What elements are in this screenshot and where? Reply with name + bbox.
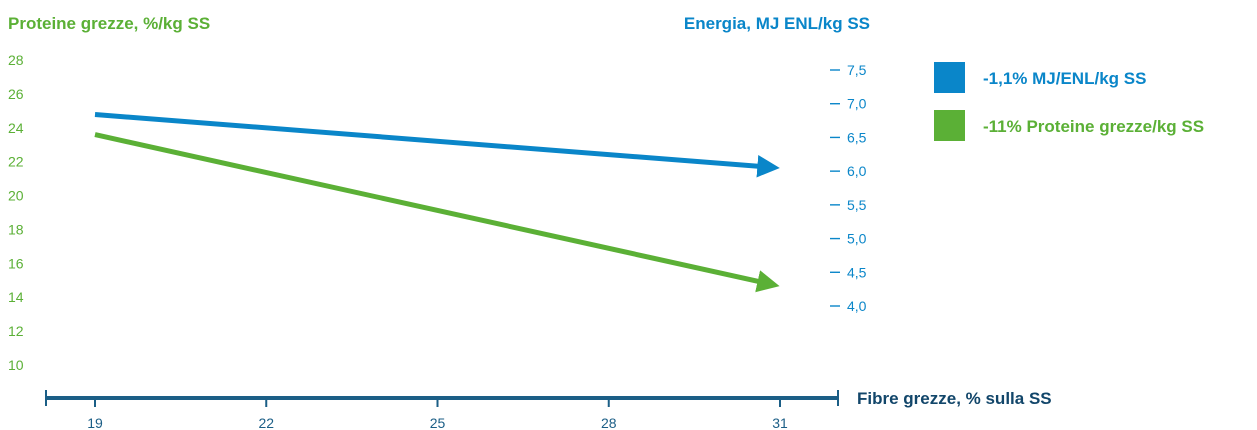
x-tick-label: 28: [601, 415, 617, 430]
series-line-energy: [94, 112, 780, 178]
legend-label-energy: -1,1% MJ/ENL/kg SS: [983, 69, 1146, 88]
left-tick-label: 28: [8, 52, 24, 68]
x-tick-label: 25: [430, 415, 446, 430]
x-tick-label: 31: [772, 415, 788, 430]
right-tick-label: 5,5: [847, 197, 867, 213]
right-tick-label: 7,0: [847, 96, 867, 112]
right-axis-ticks: 4,0 4,5 5,0 5,5 6,0 6,5 7,0 7,5: [847, 62, 867, 314]
x-axis-ticks: 19 22 25 28 31: [87, 398, 788, 430]
left-tick-label: 24: [8, 120, 24, 136]
x-tick-label: 22: [258, 415, 274, 430]
right-tick-label: 6,0: [847, 163, 867, 179]
left-tick-label: 16: [8, 255, 24, 271]
right-axis-title: Energia, MJ ENL/kg SS: [684, 14, 870, 33]
left-tick-label: 22: [8, 154, 24, 170]
right-tick-label: 7,5: [847, 62, 867, 78]
series-layer: [94, 112, 780, 293]
legend-swatch-energy: [934, 62, 965, 93]
left-axis-title: Proteine grezze, %/kg SS: [8, 14, 210, 33]
left-tick-label: 12: [8, 323, 24, 339]
legend-swatch-protein: [934, 110, 965, 141]
right-tick-label: 6,5: [847, 129, 867, 145]
left-axis-ticks: 10 12 14 16 18 20 22 24 26 28: [8, 52, 24, 373]
left-tick-label: 14: [8, 289, 24, 305]
x-tick-label: 19: [87, 415, 103, 430]
left-tick-label: 18: [8, 221, 24, 237]
grid-right: [46, 69, 840, 307]
legend: -1,1% MJ/ENL/kg SS -11% Proteine grezze/…: [934, 62, 1204, 141]
x-axis: 19 22 25 28 31: [45, 390, 839, 430]
x-axis-title: Fibre grezze, % sulla SS: [857, 389, 1052, 408]
grid-left: [46, 59, 830, 366]
right-tick-label: 4,5: [847, 264, 867, 280]
legend-label-protein: -11% Proteine grezze/kg SS: [983, 117, 1204, 136]
right-tick-label: 5,0: [847, 231, 867, 247]
left-tick-label: 26: [8, 86, 24, 102]
right-tick-label: 4,0: [847, 298, 867, 314]
series-line-protein: [94, 132, 780, 293]
left-tick-label: 20: [8, 188, 24, 204]
left-tick-label: 10: [8, 357, 24, 373]
